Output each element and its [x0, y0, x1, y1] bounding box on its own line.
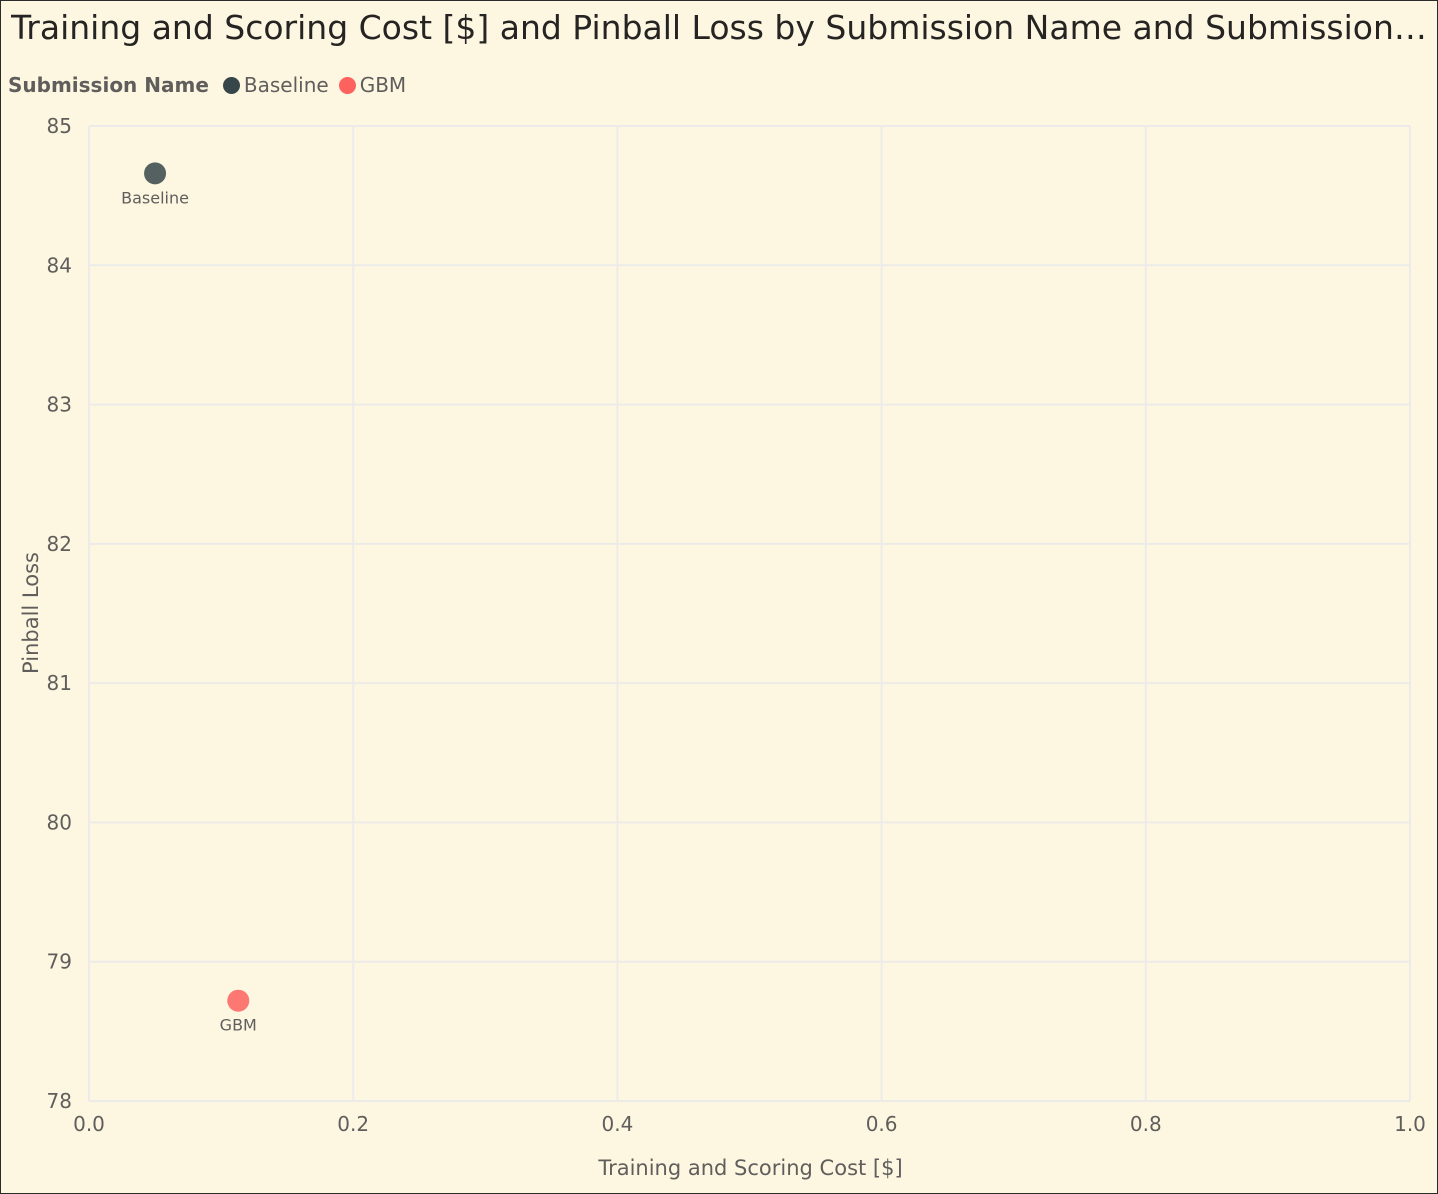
y-tick-label: 84 — [47, 253, 72, 277]
x-tick-label: 0.2 — [337, 1112, 369, 1136]
x-tick-label: 0.6 — [866, 1112, 898, 1136]
y-tick-label: 81 — [47, 671, 72, 695]
y-tick-label: 82 — [47, 532, 72, 556]
legend-item-baseline[interactable]: Baseline — [222, 73, 329, 97]
x-tick-label: 0.0 — [73, 1112, 105, 1136]
y-tick-label: 85 — [47, 114, 72, 138]
data-label-baseline: Baseline — [121, 188, 189, 207]
legend-item-gbm[interactable]: GBM — [338, 73, 407, 97]
x-axis-title: Training and Scoring Cost [$] — [597, 1156, 902, 1180]
data-point-baseline[interactable] — [144, 162, 167, 185]
y-tick-label: 78 — [47, 1089, 72, 1113]
legend-title: Submission Name — [8, 73, 209, 97]
y-axis-title: Pinball Loss — [19, 552, 43, 674]
x-tick-label: 1.0 — [1394, 1112, 1426, 1136]
legend-swatch-baseline — [222, 76, 240, 94]
x-tick-label: 0.4 — [601, 1112, 633, 1136]
data-label-gbm: GBM — [220, 1016, 257, 1035]
data-point-gbm[interactable] — [227, 989, 250, 1012]
legend-label-baseline: Baseline — [243, 73, 329, 97]
y-tick-label: 79 — [47, 950, 72, 974]
x-tick-label: 0.8 — [1130, 1112, 1162, 1136]
legend-label-gbm: GBM — [359, 73, 407, 97]
y-tick-label: 83 — [47, 393, 72, 417]
legend: Submission Name Baseline GBM — [8, 71, 416, 99]
legend-swatch-gbm — [338, 76, 356, 94]
y-tick-label: 80 — [47, 810, 72, 834]
